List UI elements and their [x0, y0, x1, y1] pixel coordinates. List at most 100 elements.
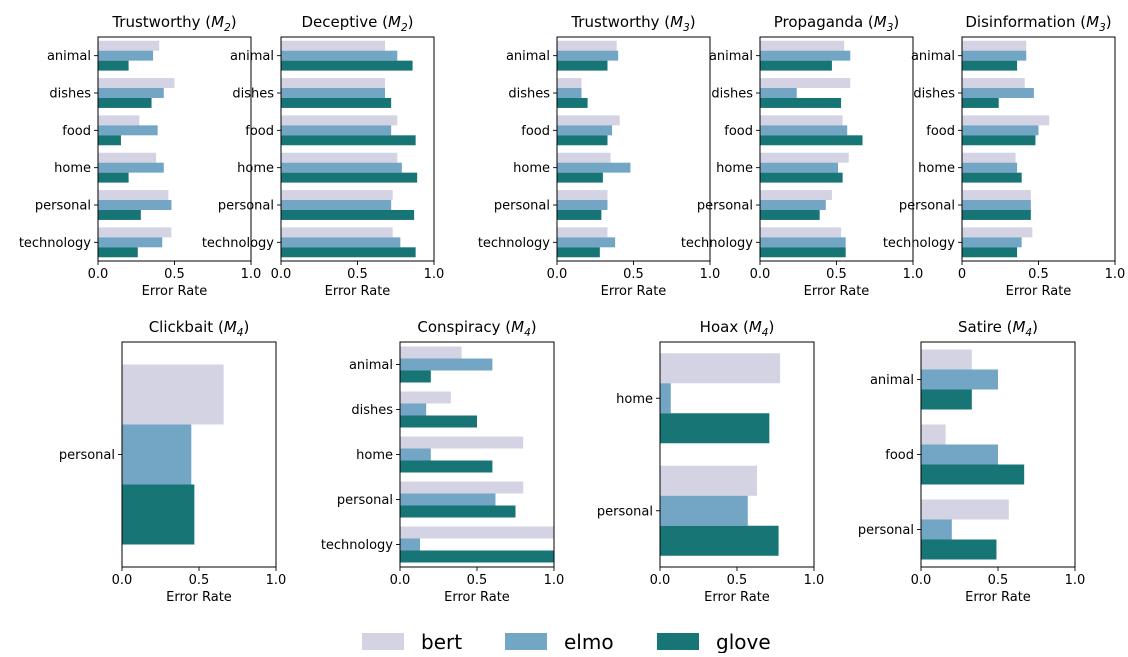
bar-glove-personal: [660, 525, 779, 556]
bar-bert-technology: [557, 227, 608, 238]
bar-elmo-technology: [557, 237, 616, 248]
bar-elmo-animal: [921, 369, 998, 390]
bar-bert-food: [760, 115, 843, 126]
bar-glove-personal: [962, 209, 1031, 220]
panel-2: animal dishes food home personal technology 0.…: [202, 13, 445, 299]
bar-bert-dishes: [557, 78, 582, 89]
legend-swatch-bert: [362, 633, 404, 650]
bar-glove-dishes: [400, 415, 477, 428]
bar-glove-animal: [760, 60, 832, 71]
bar-elmo-dishes: [760, 88, 797, 98]
bar-bert-animal: [98, 40, 160, 51]
bar-elmo-personal: [921, 519, 952, 540]
panel-title: Clickbait (M4): [149, 318, 250, 339]
bar-bert-dishes: [400, 391, 451, 404]
bar-bert-animal: [281, 40, 386, 51]
bar-elmo-personal: [400, 493, 496, 506]
y-tick-label: food: [521, 124, 550, 139]
y-tick-label: personal: [697, 199, 753, 214]
x-axis-label: Error Rate: [804, 284, 870, 299]
y-tick-label: animal: [911, 49, 955, 64]
x-tick-label: 0.5: [467, 573, 488, 588]
y-tick-label: personal: [59, 448, 115, 463]
bar-elmo-personal: [122, 424, 192, 485]
bar-glove-personal: [760, 209, 820, 220]
x-tick-label: 0.5: [164, 267, 185, 282]
bar-bert-personal: [921, 499, 1009, 520]
y-tick-label: dishes: [49, 87, 91, 102]
y-tick-label: personal: [337, 493, 393, 508]
bar-elmo-technology: [400, 538, 421, 551]
bar-bert-personal: [281, 190, 393, 201]
x-tick-label: 0.0: [88, 267, 109, 282]
bar-glove-home: [962, 172, 1022, 183]
bar-glove-personal: [921, 539, 997, 560]
x-tick-label: 0.5: [347, 267, 368, 282]
bar-glove-food: [921, 464, 1025, 485]
y-tick-label: animal: [870, 373, 914, 388]
x-axis-label: Error Rate: [601, 284, 667, 299]
x-axis-label: Error Rate: [325, 284, 391, 299]
y-tick-label: personal: [899, 199, 955, 214]
bar-elmo-animal: [400, 358, 493, 371]
panel-6: personal 0.0 0.5 1.0 Error Rate Clickbait (M4…: [59, 318, 286, 605]
y-tick-label: food: [724, 124, 753, 139]
y-tick-label: personal: [858, 523, 914, 538]
y-tick-label: technology: [883, 236, 955, 251]
bar-elmo-technology: [962, 237, 1022, 248]
bar-glove-food: [281, 135, 416, 146]
bar-elmo-food: [921, 444, 998, 465]
x-axis-label: Error Rate: [965, 590, 1031, 605]
panel-3: animal dishes food home personal technology 0.…: [478, 13, 721, 299]
bar-bert-dishes: [760, 78, 851, 89]
bar-elmo-home: [557, 162, 631, 173]
y-tick-label: dishes: [232, 87, 274, 102]
x-tick-label: 0.0: [112, 573, 133, 588]
panel-4: animal dishes food home personal technology 0.…: [681, 13, 924, 299]
bar-elmo-home: [400, 448, 431, 461]
x-tick-label: 0.0: [547, 267, 568, 282]
bar-bert-animal: [962, 40, 1027, 51]
bar-bert-food: [962, 115, 1050, 126]
y-tick-label: personal: [218, 199, 274, 214]
y-tick-label: animal: [230, 49, 274, 64]
bar-glove-personal: [122, 484, 195, 545]
bar-elmo-personal: [962, 200, 1031, 210]
y-tick-label: home: [918, 161, 955, 176]
panel-title: Conspiracy (M4): [417, 318, 536, 339]
y-tick-label: technology: [478, 236, 550, 251]
bar-elmo-animal: [281, 50, 398, 61]
panel-7: animal dishes home personal technology 0.0 0.5…: [321, 318, 565, 605]
bar-glove-food: [760, 135, 863, 146]
bar-glove-dishes: [760, 97, 842, 108]
bar-glove-dishes: [962, 97, 999, 108]
y-tick-label: home: [356, 448, 393, 463]
bar-glove-food: [557, 135, 608, 146]
y-tick-label: animal: [709, 49, 753, 64]
bar-elmo-food: [760, 125, 848, 136]
bar-elmo-home: [962, 162, 1018, 173]
bar-glove-technology: [962, 247, 1018, 258]
x-tick-label: 1.0: [903, 267, 924, 282]
y-tick-label: home: [716, 161, 753, 176]
bar-glove-home: [760, 172, 843, 183]
panel-9: animal food personal 0.0 0.5 1.0 Error Rate Sat…: [858, 318, 1085, 605]
bar-elmo-animal: [760, 50, 851, 61]
bar-bert-animal: [760, 40, 845, 51]
y-tick-label: animal: [506, 49, 550, 64]
bar-bert-personal: [400, 481, 524, 494]
bar-elmo-home: [98, 162, 164, 173]
x-axis-label: Error Rate: [142, 284, 208, 299]
x-tick-label: 0: [958, 267, 966, 282]
bar-glove-animal: [921, 389, 972, 410]
x-tick-label: 1.0: [700, 267, 721, 282]
bar-bert-animal: [921, 349, 972, 370]
bar-bert-animal: [400, 346, 462, 359]
bar-elmo-home: [660, 383, 671, 414]
bar-bert-animal: [557, 40, 617, 51]
bar-elmo-technology: [281, 237, 401, 248]
y-tick-label: food: [62, 124, 91, 139]
y-tick-label: dishes: [913, 87, 955, 102]
